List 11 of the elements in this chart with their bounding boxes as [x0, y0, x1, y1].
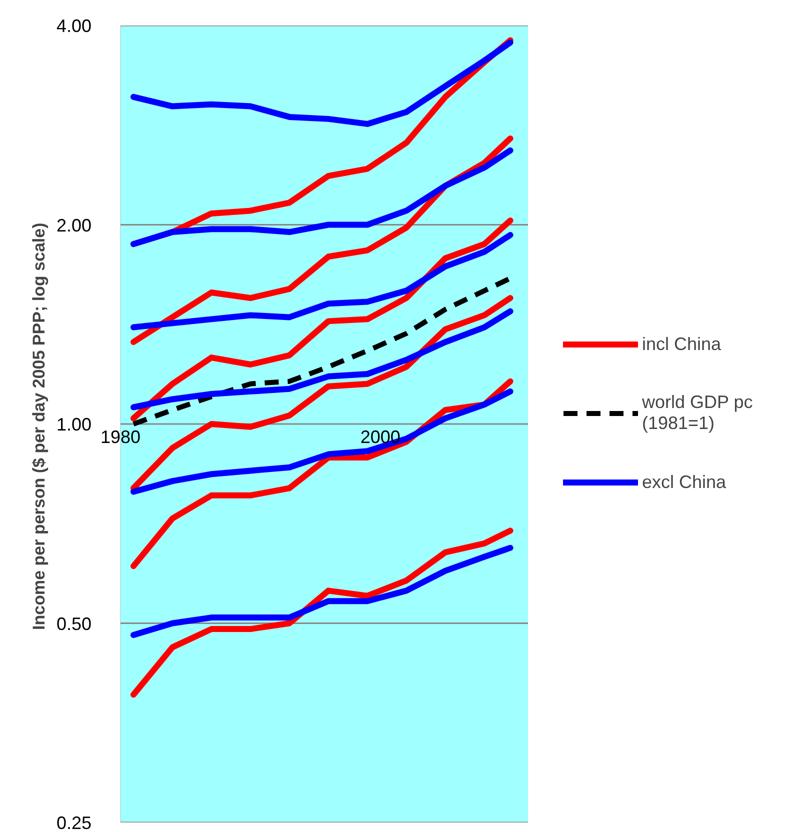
legend-label: world GDP pc (1981=1) [642, 392, 753, 434]
y-tick-label: 0.50 [56, 614, 92, 634]
y-axis-title: Income per person ($ per day 2005 PPP; log scale) [29, 222, 48, 630]
legend-label: excl China [642, 470, 726, 494]
y-tick-label: 0.25 [56, 813, 92, 832]
y-tick-label: 1.00 [56, 414, 92, 434]
y-tick-label: 2.00 [56, 215, 92, 236]
x-tick-label: 2000 [360, 427, 400, 447]
x-tick-label: 1980 [100, 427, 140, 447]
y-tick-label: 4.00 [56, 16, 92, 36]
legend-label: incl China [642, 332, 722, 356]
